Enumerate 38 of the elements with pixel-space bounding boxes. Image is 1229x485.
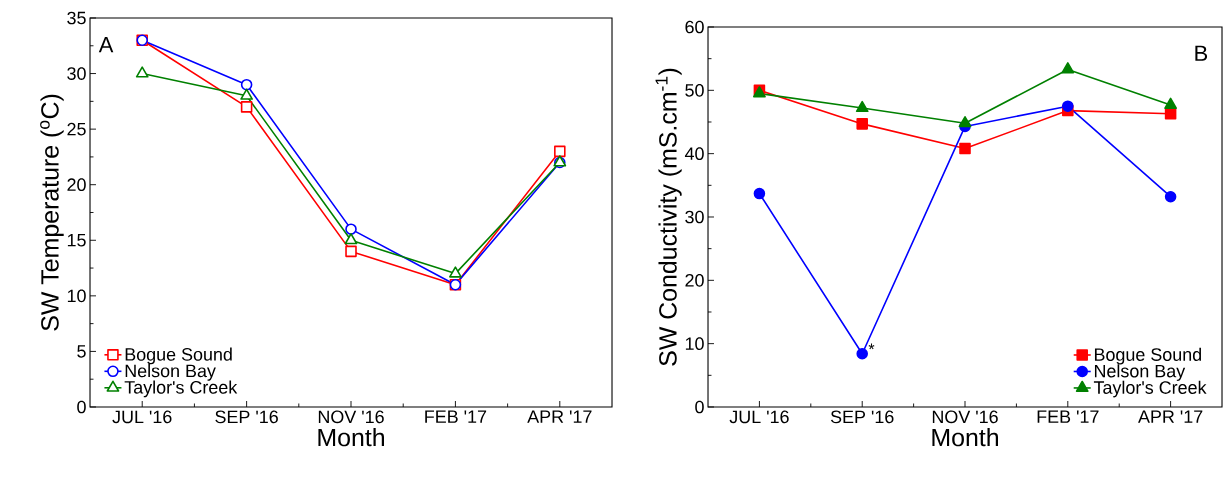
x-axis-title: Month (932, 428, 998, 447)
x-tick-label: FEB '17 (425, 410, 487, 423)
y-axis-title: SW Conductivity (mS.cm$^{-1}$) (655, 68, 682, 366)
x-tick-label: JUL '16 (729, 410, 789, 424)
y-axis-title: SW Temperature ($^{o}$C) (40, 94, 64, 331)
y-tick-label: 0 (77, 400, 86, 414)
y-tick-label: 35 (67, 11, 86, 25)
x-tick-label: NOV '16 (932, 410, 998, 424)
y-tick-label: 25 (67, 122, 86, 136)
x-tick-label: SEP '16 (830, 410, 894, 424)
text: A (98, 37, 114, 53)
x-axis-title: Month (318, 428, 384, 447)
y-tick-label: 20 (67, 178, 86, 192)
annotation: * (868, 343, 875, 350)
y-tick-label: 10 (685, 337, 704, 350)
legend-label: Taylor's Creek (1093, 380, 1207, 398)
y-tick-label: 30 (67, 67, 86, 80)
y-tick-label: 40 (684, 147, 704, 160)
legend-label: Bogue Sound (1094, 347, 1201, 365)
x-tick-label: SEP '16 (215, 410, 278, 424)
y-tick-label: 50 (685, 83, 704, 97)
x-tick-label: NOV '16 (318, 410, 384, 424)
x-tick-label: APR '17 (1138, 410, 1203, 423)
x-tick-label: FEB '17 (1037, 410, 1099, 423)
legend-label: Nelson Bay (125, 364, 216, 381)
y-tick-label: 0 (695, 400, 704, 414)
y-tick-label: 10 (67, 289, 86, 303)
y-tick-label: 5 (77, 345, 86, 358)
x-tick-label: JUL '16 (112, 410, 172, 424)
legend-label: Nelson Bay (1094, 364, 1186, 381)
x-tick-label: APR '17 (527, 410, 592, 423)
legend-label: Taylor's Creek (124, 380, 238, 398)
y-tick-label: 30 (685, 210, 704, 224)
y-tick-label: 60 (685, 20, 704, 34)
legend-label: Bogue Sound (125, 347, 232, 365)
text: B (1195, 45, 1208, 61)
y-tick-label: 20 (685, 273, 704, 287)
y-tick-label: 15 (67, 234, 86, 247)
